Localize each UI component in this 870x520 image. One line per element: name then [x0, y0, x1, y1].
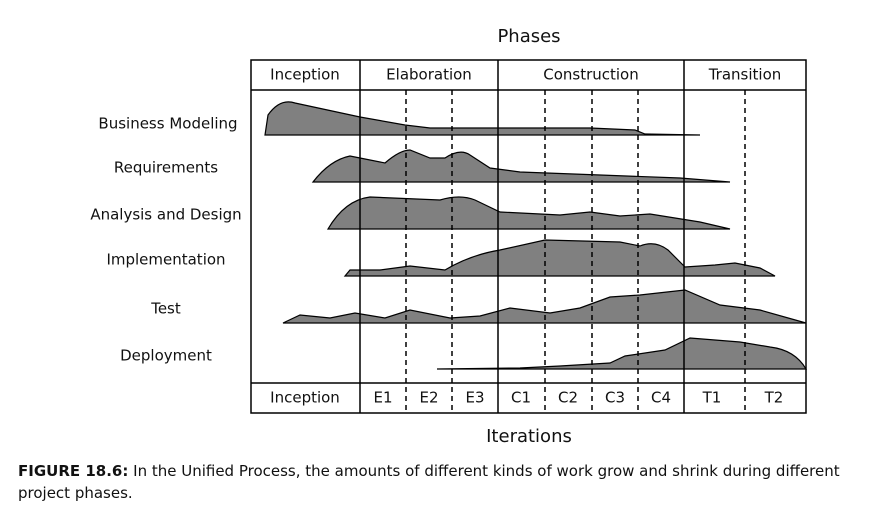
hump [311, 149, 731, 183]
caption: FIGURE 18.6: In the Unified Process, the… [18, 460, 858, 504]
grid [250, 59, 807, 414]
iteration: C2 [558, 389, 578, 407]
hump [282, 289, 807, 324]
iteration: C4 [651, 389, 671, 407]
hump [326, 196, 731, 230]
phase: Transition [708, 66, 782, 84]
title: Phases [497, 26, 560, 47]
phase: Inception [270, 66, 340, 84]
hump [436, 337, 808, 370]
activity: Implementation [106, 251, 225, 269]
diagram: Phases Inception Elaboration Constructio… [90, 26, 808, 447]
activity: Requirements [114, 159, 218, 177]
activity: Test [150, 300, 181, 318]
iteration: E1 [373, 389, 392, 407]
activity: Analysis and Design [90, 206, 241, 224]
activity: Deployment [120, 347, 212, 365]
axis-label: Iterations [486, 426, 572, 447]
iteration: T1 [702, 389, 722, 407]
iteration: Inception [270, 389, 340, 407]
iteration: T2 [764, 389, 784, 407]
phase: Elaboration [386, 66, 472, 84]
humps [264, 101, 808, 370]
iteration: E2 [419, 389, 438, 407]
phase: Construction [543, 66, 639, 84]
caption-text: In the Unified Process, the amounts of d… [18, 462, 840, 502]
iteration: C1 [511, 389, 531, 407]
frame [250, 59, 807, 414]
hump [343, 239, 776, 277]
caption-label: FIGURE 18.6: [18, 462, 129, 480]
hump [264, 101, 701, 136]
iteration: C3 [605, 389, 625, 407]
iteration: E3 [465, 389, 484, 407]
activity: Business Modeling [98, 115, 237, 133]
